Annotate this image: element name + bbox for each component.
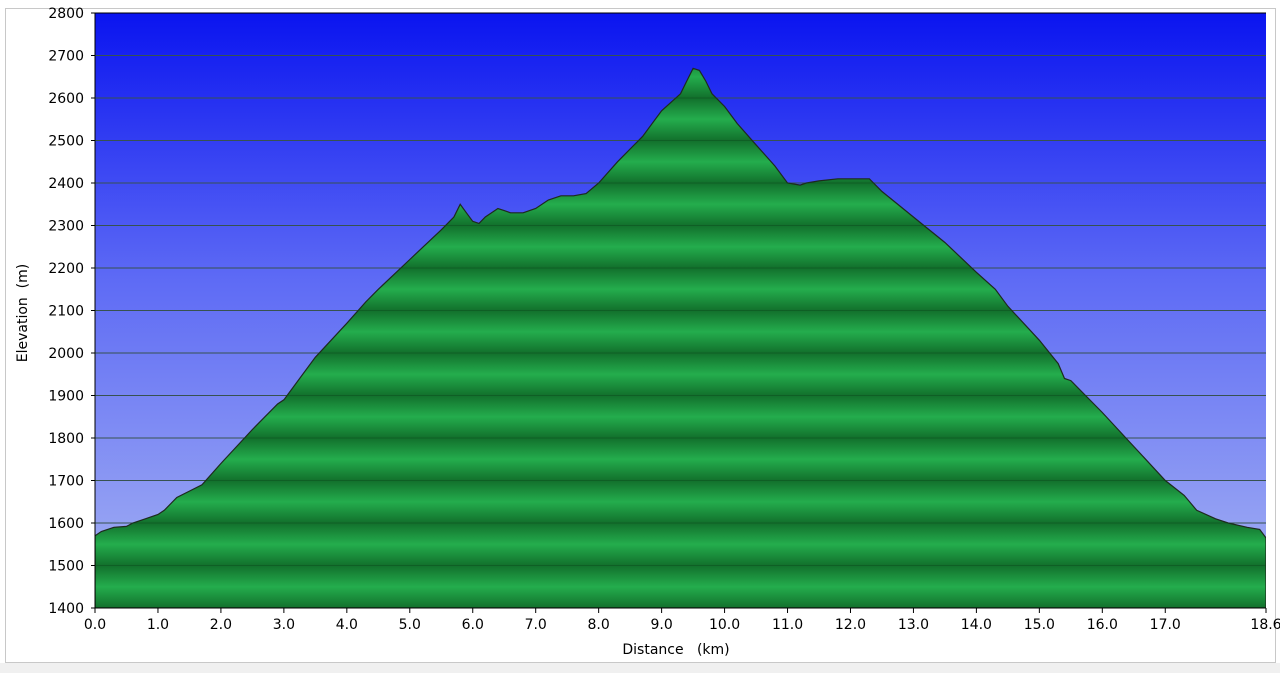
y-tick-labels: 1400 1500 1600 1700 1800 1900 2000 2100 2200 2300…: [48, 6, 95, 617]
y-tick-label: 2300: [48, 219, 84, 235]
y-tick-label: 2800: [48, 6, 84, 22]
x-tick-label: 18.6: [1250, 617, 1280, 633]
x-tick-label: 16.0: [1087, 617, 1118, 633]
y-tick-label: 1900: [48, 389, 84, 405]
x-tick-label: 13.0: [898, 617, 929, 633]
x-tick-label: 8.0: [588, 617, 610, 633]
x-tick-label: 5.0: [399, 617, 421, 633]
y-tick-label: 1700: [48, 474, 84, 490]
y-axis-title: Elevation (m): [15, 264, 31, 363]
window-bottom-strip: [0, 663, 1280, 673]
y-tick-label: 1600: [48, 516, 84, 532]
y-tick-label: 2000: [48, 346, 84, 362]
y-tick-label: 2200: [48, 261, 84, 277]
x-tick-labels: 0.0 1.0 2.0 3.0 4.0 5.0 6.0 7.0 8.0 9.0 10.0 11.0 12…: [84, 608, 1280, 633]
x-tick-label: 4.0: [336, 617, 358, 633]
x-tick-label: 2.0: [210, 617, 232, 633]
x-tick-label: 1.0: [147, 617, 169, 633]
y-tick-label: 1400: [48, 601, 84, 617]
x-tick-label: 12.0: [835, 617, 866, 633]
y-tick-label: 2500: [48, 134, 84, 150]
x-tick-label: 15.0: [1024, 617, 1055, 633]
x-tick-label: 17.0: [1150, 617, 1181, 633]
y-tick-label: 2100: [48, 304, 84, 320]
x-tick-label: 11.0: [772, 617, 803, 633]
x-axis-title: Distance (km): [622, 642, 729, 658]
x-tick-label: 7.0: [525, 617, 547, 633]
x-tick-label: 14.0: [961, 617, 992, 633]
y-tick-label: 2400: [48, 176, 84, 192]
x-tick-label: 10.0: [709, 617, 740, 633]
y-tick-label: 1500: [48, 559, 84, 575]
y-tick-label: 2700: [48, 49, 84, 65]
x-tick-label: 0.0: [84, 617, 106, 633]
x-tick-label: 9.0: [650, 617, 672, 633]
y-tick-label: 1800: [48, 431, 84, 447]
x-tick-label: 3.0: [273, 617, 295, 633]
y-tick-label: 2600: [48, 91, 84, 107]
x-tick-label: 6.0: [462, 617, 484, 633]
elevation-area: [95, 67, 1266, 608]
